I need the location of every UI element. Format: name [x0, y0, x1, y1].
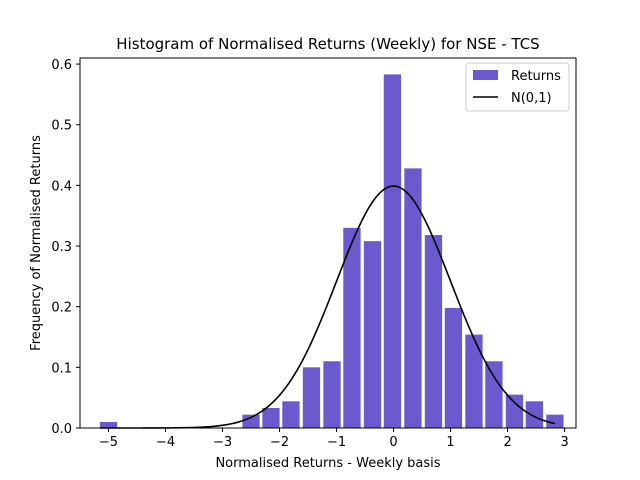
y-axis-ticks: 0.0 0.1 0.2 0.3 0.4 0.5 0.6: [51, 58, 80, 437]
histogram-bar-10: [424, 235, 443, 428]
x-tick-label: 2: [503, 435, 511, 450]
y-tick-label: 0.3: [51, 240, 72, 255]
axes-frame: [79, 57, 577, 429]
x-tick-label: −2: [270, 435, 289, 450]
histogram-bar-15: [525, 401, 544, 428]
x-tick-label: −4: [156, 435, 175, 450]
y-tick-label: 0.0: [51, 422, 72, 437]
x-tick-label: −1: [327, 435, 346, 450]
y-tick-label: 0.1: [51, 361, 72, 376]
histogram-bar-0: [99, 421, 118, 428]
histogram-bar-1: [242, 414, 260, 428]
legend-normal-label: N(0,1): [511, 91, 552, 106]
y-tick-label: 0.5: [51, 119, 72, 134]
histogram-bar-12: [465, 334, 483, 428]
histogram-bar-2: [262, 407, 280, 428]
x-axis-label: Normalised Returns - Weekly basis: [215, 456, 440, 471]
y-axis-label: Frequency of Normalised Returns: [29, 135, 44, 351]
histogram-bar-6: [343, 227, 361, 428]
histogram-bar-9: [404, 168, 422, 428]
histogram-bar-7: [363, 241, 382, 428]
x-tick-label: 1: [446, 435, 454, 450]
axes-border: [79, 57, 577, 429]
x-tick-label: 3: [560, 435, 568, 450]
y-tick-label: 0.6: [51, 58, 72, 73]
histogram-bar-8: [383, 74, 402, 428]
legend-returns-label: Returns: [511, 69, 561, 84]
histogram-bar-14: [505, 394, 524, 428]
x-axis-ticks: −5 −4 −3 −2 −1 0 1 2 3: [99, 428, 569, 450]
chart-title: Histogram of Normalised Returns (Weekly)…: [116, 35, 539, 53]
x-tick-label: −3: [213, 435, 232, 450]
legend-returns-swatch: [473, 70, 498, 80]
histogram-bar-16: [546, 414, 564, 428]
x-tick-label: −5: [99, 435, 118, 450]
histogram-bar-3: [282, 401, 300, 428]
histogram-bar-13: [485, 361, 503, 428]
histogram-bars: [99, 74, 564, 428]
histogram-bar-5: [323, 361, 341, 428]
x-tick-label: 0: [389, 435, 397, 450]
histogram-bar-11: [444, 307, 463, 428]
histogram-bar-4: [302, 367, 321, 428]
y-tick-label: 0.2: [51, 301, 72, 316]
legend: Returns N(0,1): [465, 62, 570, 112]
y-tick-label: 0.4: [51, 179, 72, 194]
